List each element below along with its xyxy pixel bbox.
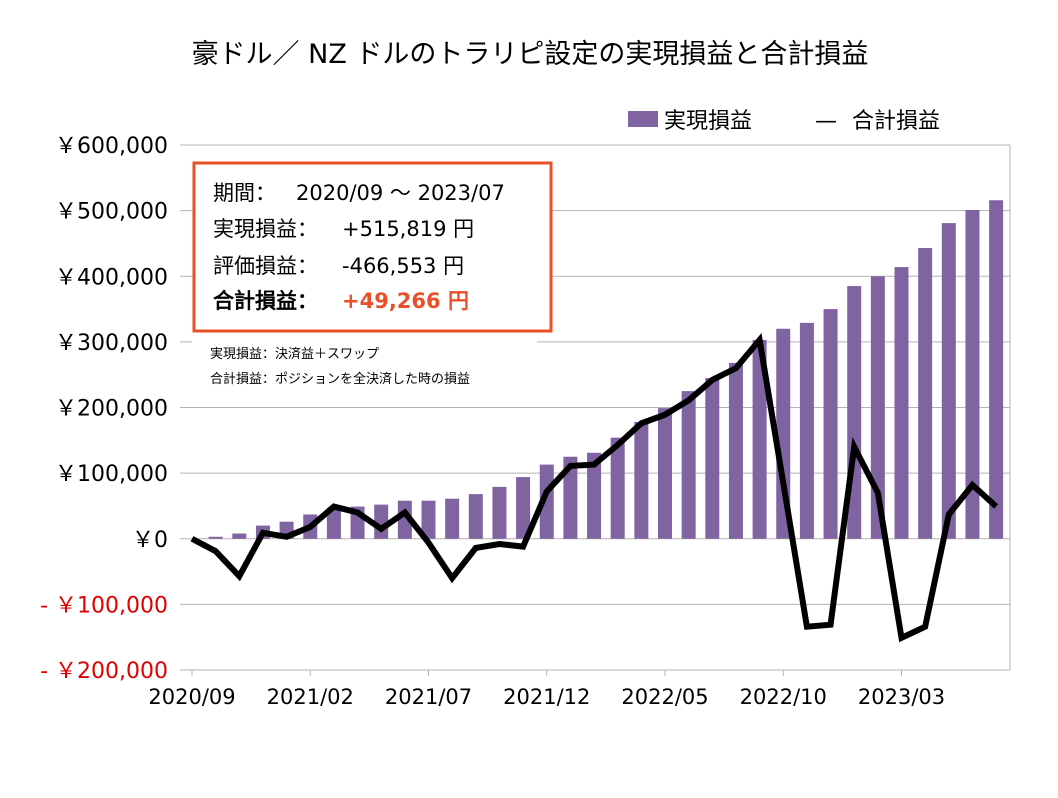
bar-2021/12: [539, 464, 554, 539]
y-tick-label: ￥400,000: [55, 265, 168, 290]
total-label: 合計損益：: [213, 289, 318, 313]
y-tick-label: ￥300,000: [55, 331, 168, 356]
bar-2022/11: [799, 322, 814, 539]
bar-2021/10: [492, 486, 507, 539]
notes-background: [192, 335, 537, 390]
bar-2021/06: [397, 500, 412, 539]
y-tick-label: ￥100,000: [55, 462, 168, 487]
x-tick-label: 2021/12: [503, 685, 590, 709]
bar-2023/06: [965, 209, 980, 539]
y-tick-label: ￥600,000: [55, 134, 168, 159]
bar-2021/09: [468, 494, 483, 539]
note-realized-definition: 実現損益：決済益＋スワップ: [210, 346, 379, 362]
bar-2022/06: [681, 391, 696, 539]
bar-2023/04: [918, 248, 933, 539]
bar-2023/02: [870, 276, 885, 539]
bar-2022/03: [610, 437, 625, 539]
unrealized-label: 評価損益：: [213, 254, 318, 278]
summary-box-frame: [192, 161, 553, 333]
period-value: 2020/09 ～ 2023/07: [296, 181, 505, 205]
x-tick-label: 2022/10: [740, 685, 827, 709]
bar-2023/05: [941, 223, 956, 539]
period-label: 期間：: [213, 181, 276, 205]
bar-2023/07: [989, 200, 1004, 539]
x-tick-label: 2023/03: [858, 685, 945, 709]
x-tick-label: 2022/05: [621, 685, 708, 709]
bar-2022/01: [563, 456, 578, 539]
legend-line-symbol: —: [815, 109, 837, 134]
y-tick-label: ￥0: [132, 528, 168, 553]
legend-bar-label: 実現損益: [664, 109, 752, 134]
bar-2022/02: [587, 452, 602, 539]
x-tick-label: 2020/09: [148, 685, 235, 709]
bar-2021/11: [516, 477, 531, 539]
realized-label: 実現損益：: [213, 217, 318, 241]
x-tick-label: 2021/02: [267, 685, 354, 709]
y-tick-label: - ￥200,000: [40, 659, 168, 684]
bar-2022/09: [752, 339, 767, 539]
bar-2022/05: [658, 408, 672, 539]
bar-2022/07: [705, 377, 720, 539]
legend: 実現損益 — 合計損益: [628, 109, 940, 134]
note-total-definition: 合計損益：ポジションを全決済した時の損益: [210, 371, 470, 387]
bar-2020/11: [232, 533, 247, 539]
bar-2023/03: [894, 267, 909, 539]
bar-2021/07: [421, 500, 436, 539]
bar-2022/12: [823, 309, 838, 539]
bar-2020/10: [208, 536, 223, 539]
x-tick-label: 2021/07: [385, 685, 472, 709]
x-axis-ticks: 2020/09 2021/02 2021/07 2021/12 2022/05 2022/…: [148, 670, 945, 709]
bar-2022/04: [634, 421, 649, 539]
y-tick-label: - ￥100,000: [40, 593, 168, 618]
legend-bar-swatch: [628, 111, 658, 127]
bar-2021/05: [374, 504, 389, 539]
bar-2021/08: [445, 498, 460, 539]
bar-2022/08: [728, 362, 743, 539]
y-tick-label: ￥200,000: [55, 397, 168, 422]
summary-box: 期間： 2020/09 ～ 2023/07 実現損益： +515,819 円 評…: [192, 161, 553, 333]
realized-value: +515,819 円: [342, 217, 474, 241]
total-value: +49,266 円: [342, 289, 469, 313]
legend-line-label: 合計損益: [852, 109, 940, 134]
bar-2021/03: [326, 507, 341, 539]
unrealized-value: -466,553 円: [342, 254, 464, 278]
y-tick-label: ￥500,000: [55, 200, 168, 225]
line-series-total-pnl: [190, 332, 999, 643]
chart-title: 豪ドル／ NZ ドルのトラリピ設定の実現損益と合計損益: [192, 39, 869, 70]
y-axis-ticks: ￥600,000 ￥500,000 ￥400,000 ￥300,000 ￥200,000…: [40, 134, 168, 684]
